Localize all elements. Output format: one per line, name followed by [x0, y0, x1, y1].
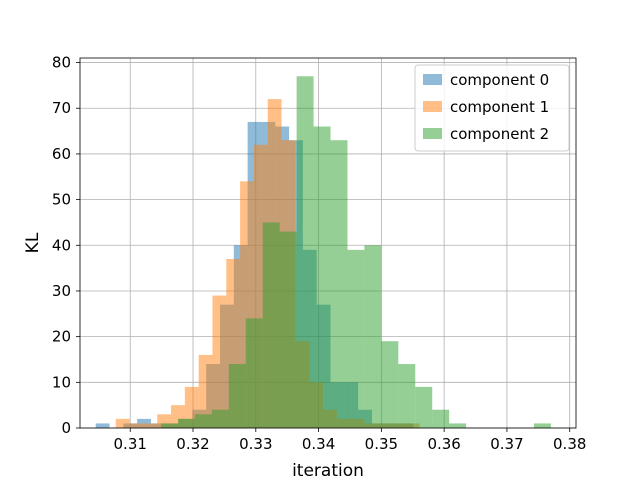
histogram-bar — [262, 222, 280, 428]
plot-area-frame — [79, 57, 577, 429]
y-tick-label: 20 — [52, 328, 71, 346]
y-tick-label: 40 — [52, 236, 71, 254]
histogram-bar — [449, 423, 467, 428]
histogram-bar — [228, 364, 246, 428]
x-tick-label: 0.31 — [114, 435, 147, 453]
x-axis-label: iteration — [292, 461, 364, 480]
legend-label: component 0 — [450, 71, 549, 89]
legend: component 0 component 1 component 2 — [414, 64, 570, 152]
histogram-bar — [296, 76, 314, 428]
axis-ticks: 0.31 0.32 0.33 0.34 0.35 0.36 0.37 0.38 0 10 20 30 4… — [52, 54, 587, 453]
histogram-bar — [415, 386, 433, 428]
legend-label: component 1 — [450, 98, 549, 116]
y-tick-label: 60 — [52, 145, 71, 163]
histogram-bar — [143, 423, 158, 428]
histogram-bar — [212, 295, 227, 428]
x-tick-label: 0.36 — [427, 435, 460, 453]
legend-label: component 2 — [450, 125, 549, 143]
x-tick-label: 0.33 — [239, 435, 272, 453]
y-tick-label: 0 — [61, 419, 71, 437]
histogram-bar — [211, 409, 229, 428]
histogram-bars — [95, 76, 551, 428]
histogram-bar — [115, 418, 130, 428]
histogram-bar — [364, 245, 382, 428]
histogram-bar — [398, 364, 416, 428]
histogram-bar — [194, 414, 212, 428]
histogram-bar — [313, 126, 331, 428]
legend-swatch — [423, 101, 442, 112]
x-tick-label: 0.32 — [176, 435, 209, 453]
x-tick-label: 0.38 — [553, 435, 586, 453]
legend-swatch — [423, 128, 442, 139]
x-tick-label: 0.35 — [365, 435, 398, 453]
histogram-bar — [533, 423, 551, 428]
legend-box — [414, 64, 570, 152]
y-tick-label: 70 — [52, 99, 71, 117]
x-tick-label: 0.37 — [490, 435, 523, 453]
y-tick-label: 10 — [52, 373, 71, 391]
y-tick-label: 30 — [52, 282, 71, 300]
histogram-bar — [129, 423, 144, 428]
series-2-bars — [160, 76, 551, 428]
histogram-bar — [347, 249, 365, 428]
histogram-bar — [198, 354, 213, 428]
histogram-bar — [245, 318, 263, 428]
y-axis-label: KL — [23, 232, 43, 253]
x-tick-label: 0.34 — [302, 435, 335, 453]
y-tick-label: 50 — [52, 191, 71, 209]
legend-swatch — [423, 74, 442, 85]
histogram-bar — [381, 341, 399, 428]
histogram-bar — [160, 423, 178, 428]
histogram-bar — [279, 231, 297, 428]
histogram-bar — [432, 409, 450, 428]
histogram-bar — [177, 418, 195, 428]
histogram-bar — [330, 140, 348, 428]
histogram-bar — [95, 423, 110, 428]
y-tick-label: 80 — [52, 54, 71, 72]
